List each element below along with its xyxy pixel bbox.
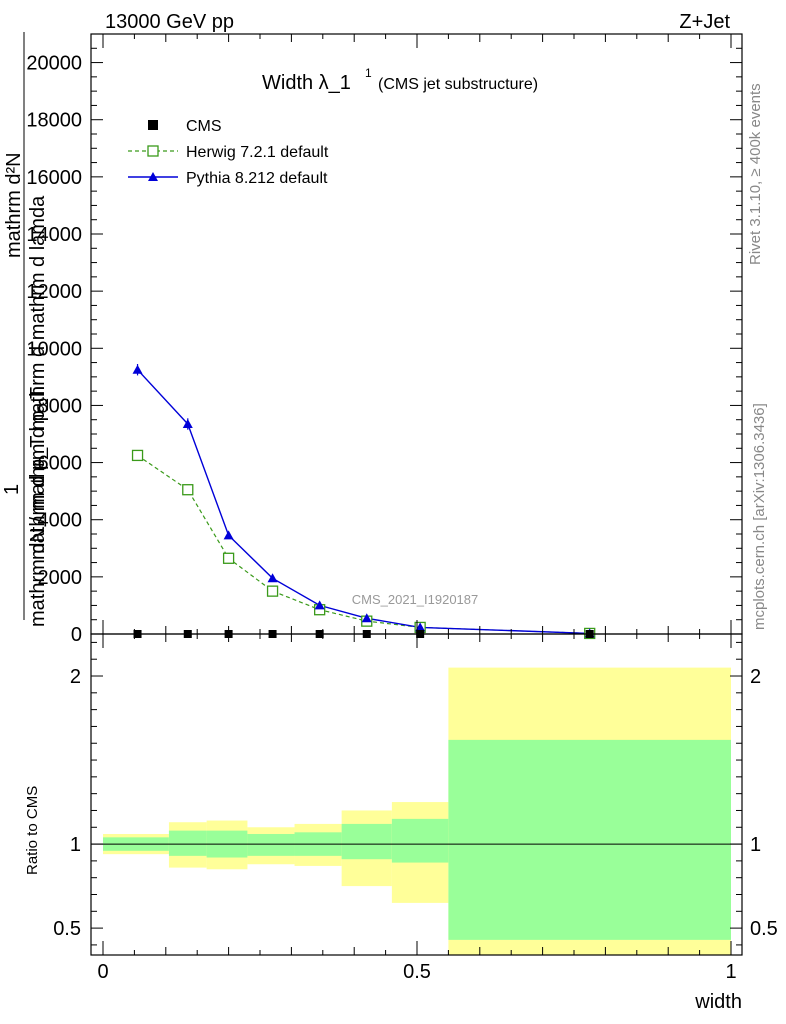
main-ytick-label-4: 8000 [38, 395, 83, 417]
main-ylabel-top: mathrm d²N [3, 152, 25, 258]
pythia-line [136, 369, 590, 635]
ratio-ylabel: Ratio to CMS [24, 786, 41, 875]
axes-layer: 0 2000 4000 6000 8000 10000 12000 14000 16000 180… [26, 33, 778, 983]
plot-title: Width λ_1 1 (CMS jet substructure) [262, 66, 538, 94]
watermark: CMS_2021_I1920187 [352, 592, 479, 607]
main-ytick-label-0: 0 [71, 624, 82, 646]
ratio-xtick-label-2: 1 [725, 961, 736, 983]
pythia-point-0 [132, 364, 143, 374]
herwig-point-0 [131, 449, 144, 462]
ratio-ytick-label-right-0: 0.5 [750, 918, 778, 940]
ratio-ytick-label-left-2: 2 [70, 666, 81, 688]
main-ytick-label-5: 10000 [26, 338, 82, 360]
ratio-band-inner-7 [448, 739, 731, 940]
pythia-point-2 [223, 530, 234, 540]
ratio-xtick-label-0: 0 [97, 961, 108, 983]
pythia-point-1 [182, 419, 193, 428]
legend-herwig-marker [147, 145, 159, 157]
main-ytick-label-2: 4000 [38, 510, 83, 532]
ratio-xtick-label-1: 0.5 [403, 961, 431, 983]
ratio-ytick-label-right-2: 2 [750, 666, 761, 688]
title-main: Width λ_1 [262, 72, 351, 94]
pythia-point-6 [415, 622, 426, 632]
pythia-point-3 [267, 573, 278, 583]
ratio-bands [91, 667, 742, 955]
main-ylabel-bottom: mathrm dN / mathrm d p_T [27, 387, 49, 627]
main-ylabel: mathrm d²N mathrm d p_T mathrm d mathrm … [1, 32, 49, 627]
ratio-band-inner-5 [341, 823, 392, 860]
energy-label: 13000 GeV pp [105, 11, 234, 33]
ratio-ytick-label-right-1: 1 [750, 834, 761, 856]
legend-pythia-marker [148, 172, 158, 181]
main-ytick-label-9: 18000 [26, 110, 82, 132]
ratio-ytick-label-left-1: 1 [70, 834, 81, 856]
pythia-point-5 [361, 613, 372, 623]
ratio-band-inner-6 [391, 818, 449, 863]
title-sup: 1 [365, 66, 372, 80]
main-ytick-label-1: 2000 [38, 567, 83, 589]
ratio-ytick-label-left-0: 0.5 [53, 918, 81, 940]
legend: CMS Herwig 7.2.1 default Pythia 8.212 defa… [128, 118, 329, 187]
legend-label-2: Pythia 8.212 default [186, 170, 328, 187]
ratio-band-inner-1 [168, 830, 207, 856]
legend-label-0: CMS [186, 118, 222, 135]
main-ytick-label-6: 12000 [26, 281, 82, 303]
legend-label-1: Herwig 7.2.1 default [186, 144, 329, 161]
main-ylabel-one: 1 [1, 484, 23, 495]
ratio-band-inner-3 [247, 833, 295, 856]
herwig-point-2 [222, 552, 235, 564]
legend-cms-marker [148, 120, 158, 130]
x-axis-label: width [694, 991, 742, 1013]
herwig-point-1 [182, 484, 194, 496]
process-label: Z+Jet [679, 11, 730, 33]
pythia-point-4 [314, 600, 325, 610]
rivet-label: Rivet 3.1.10, ≥ 400k events [747, 83, 764, 265]
main-ytick-label-10: 20000 [26, 53, 82, 75]
main-ytick-label-3: 6000 [38, 453, 83, 475]
herwig-point-3 [266, 585, 279, 597]
mcplots-label: mcplots.cern.ch [arXiv:1306.3436] [751, 403, 768, 630]
main-ytick-label-8: 16000 [26, 167, 82, 189]
main-ylabel-top2: mathrm d p_T mathrm d mathrm d lamda [27, 195, 49, 560]
title-sub: (CMS jet substructure) [378, 76, 538, 93]
main-ytick-label-7: 14000 [26, 224, 82, 246]
